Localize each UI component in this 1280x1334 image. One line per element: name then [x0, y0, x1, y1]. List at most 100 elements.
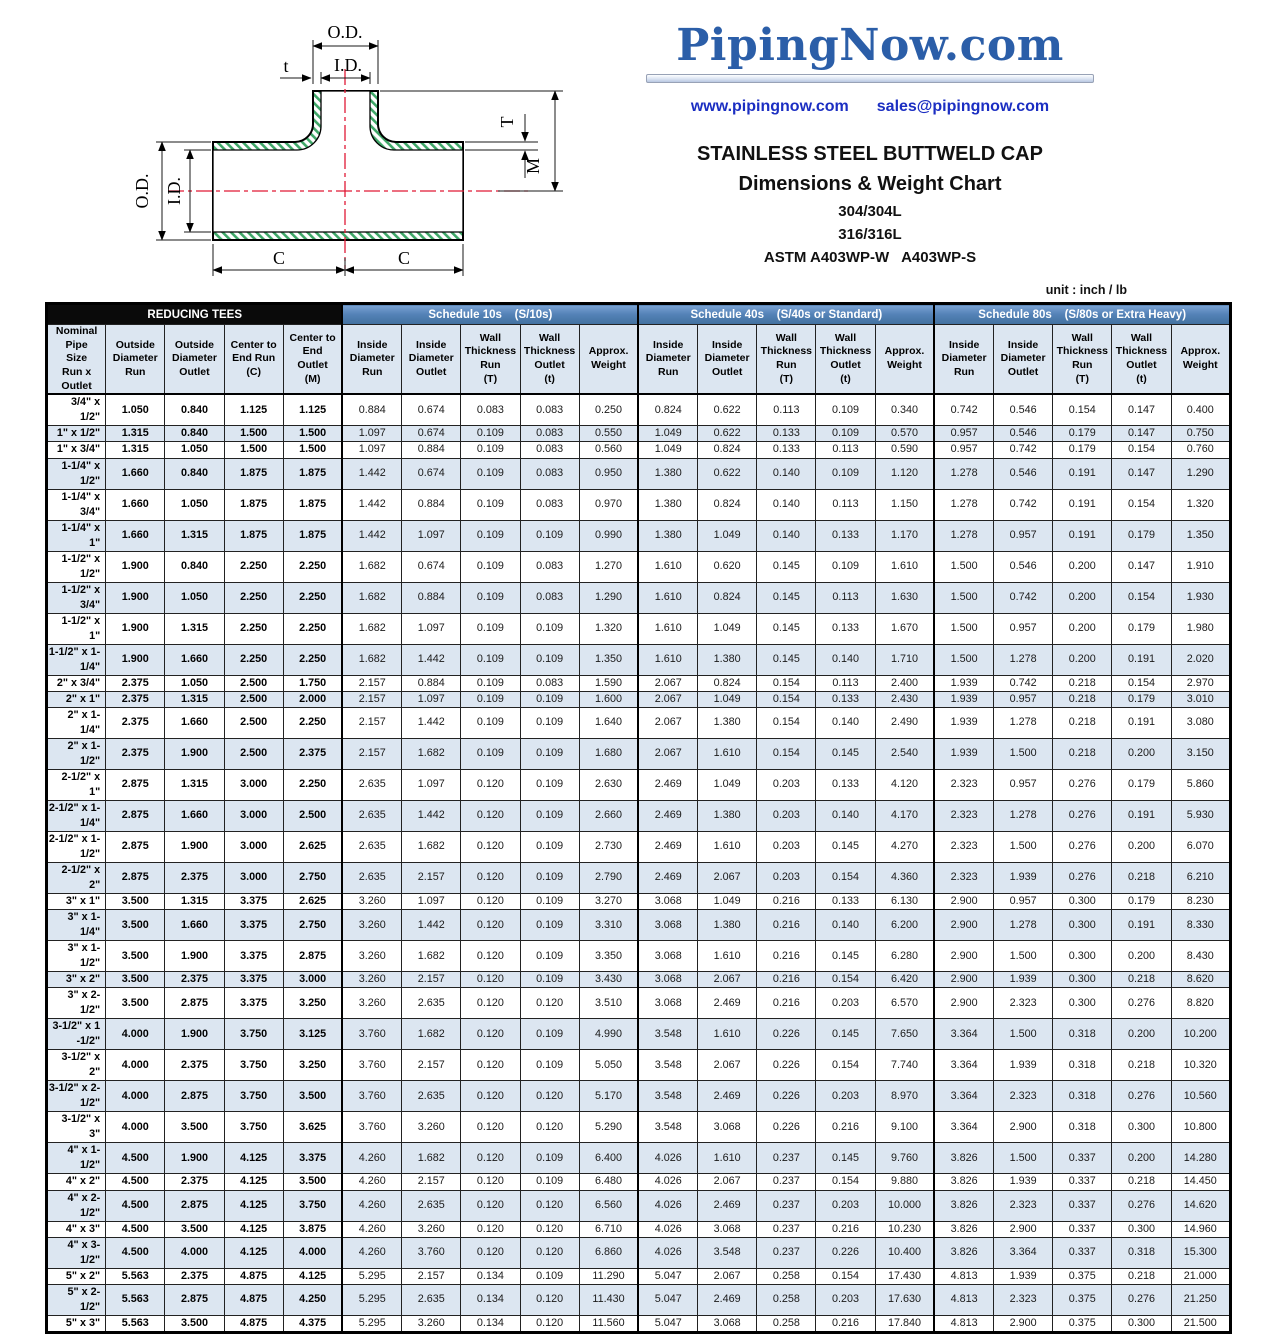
cell-value: 0.109 — [460, 690, 521, 708]
cell-value: 0.120 — [519, 1111, 580, 1144]
cell-value: 0.300 — [1052, 971, 1113, 989]
cell-value: 0.218 — [1052, 674, 1113, 692]
cell-value: 10.000 — [874, 1189, 935, 1222]
cell-value: 2.900 — [933, 892, 995, 911]
cell-value: 3.364 — [933, 1111, 995, 1144]
cell-value: 0.133 — [815, 892, 876, 911]
column-header-row: Nominal Pipe Size Run x Outlet Outside Di… — [45, 324, 1232, 396]
cell-value: 1.380 — [697, 706, 758, 739]
dimensions-table: REDUCING TEES Schedule 10s (S/10s) Schedul… — [45, 302, 1232, 1334]
cell-value: 0.154 — [1111, 581, 1172, 614]
cell-value: 0.083 — [519, 425, 580, 443]
cell-value: 5.930 — [1170, 799, 1232, 832]
cell-value: 0.375 — [1052, 1267, 1113, 1285]
cell-value: 4.875 — [223, 1283, 284, 1316]
group-header-row: REDUCING TEES Schedule 10s (S/10s) Schedul… — [46, 303, 1232, 325]
cell-value: 1.442 — [341, 488, 403, 521]
cell-value: 2.067 — [637, 690, 699, 708]
cell-value: 0.237 — [756, 1142, 817, 1175]
cell-value: 0.191 — [1052, 519, 1113, 552]
cell-value: 4.125 — [223, 1142, 284, 1175]
table-row: 1" x 3/4" 1.315 1.050 1.500 1.500 1.097 0.884 0… — [45, 441, 1232, 459]
table-row: 2" x 1-1/2" 2.375 1.900 2.500 2.375 2.157 1.68… — [45, 737, 1232, 770]
cell-value: 2.067 — [697, 861, 758, 894]
cell-value: 0.218 — [1111, 1267, 1172, 1285]
email-link[interactable]: sales@pipingnow.com — [876, 98, 1050, 116]
cell-value: 0.147 — [1111, 550, 1172, 583]
cell-value: 0.750 — [1170, 425, 1232, 443]
cell-value: 1.380 — [637, 457, 699, 490]
cell-value: 1.610 — [697, 940, 758, 973]
table-row: 3" x 2" 3.500 2.375 3.375 3.000 3.260 2.157 0.1… — [45, 971, 1232, 989]
cell-value: 2.157 — [341, 690, 403, 708]
cell-value: 3.068 — [637, 909, 699, 942]
cell-value: 1.682 — [401, 940, 462, 973]
cell-value: 0.300 — [1111, 1220, 1172, 1238]
cell-value: 0.300 — [1111, 1314, 1172, 1333]
cell-value: 0.145 — [815, 1018, 876, 1051]
cell-value: 3.000 — [282, 971, 343, 989]
cell-value: 0.191 — [1111, 799, 1172, 832]
cell-value: 2.469 — [637, 799, 699, 832]
cell-value: 1.500 — [933, 550, 995, 583]
cell-value: 0.154 — [815, 861, 876, 894]
cell-value: 2.635 — [341, 861, 403, 894]
cell-value: 1.939 — [992, 1267, 1054, 1285]
cell-value: 0.120 — [519, 1189, 580, 1222]
cell-value: 0.742 — [992, 581, 1054, 614]
group-header: Schedule 40s (S/40s or Standard) — [637, 303, 935, 325]
cell-value: 3.760 — [341, 1049, 403, 1082]
page: { "branding": { "logo_text": "PipingNow.… — [45, 21, 1232, 1334]
website-link[interactable]: www.pipingnow.com — [690, 98, 849, 116]
cell-value: 4.026 — [637, 1189, 699, 1222]
cell-value: 2.157 — [401, 861, 462, 894]
cell-value: 3.548 — [697, 1236, 758, 1269]
cell-value: 0.109 — [519, 971, 580, 989]
cell-value: 3.000 — [223, 830, 284, 863]
column-header: Wall Thickness Run (T) — [1052, 324, 1113, 396]
cell-value: 1.610 — [697, 1018, 758, 1051]
cell-value: 2.375 — [164, 971, 225, 989]
cell-value: 0.250 — [578, 393, 639, 427]
cell-value: 1.120 — [874, 457, 935, 490]
cell-value: 4.813 — [933, 1314, 995, 1333]
cell-value: 0.109 — [460, 674, 521, 692]
cell-value: 0.200 — [1052, 550, 1113, 583]
unit-note: unit : inch / lb — [1045, 283, 1127, 297]
cell-value: 0.145 — [756, 550, 817, 583]
table-row: 1-1/4" x 1" 1.660 1.315 1.875 1.875 1.442 1.09… — [45, 519, 1232, 552]
cell-value: 3.500 — [105, 987, 166, 1020]
cell-value: 1.050 — [164, 581, 225, 614]
cell-value: 4.500 — [105, 1236, 166, 1269]
table-row: 4" x 3-1/2" 4.500 4.000 4.125 4.000 4.260 3.76… — [45, 1236, 1232, 1269]
cell-value: 0.957 — [992, 612, 1054, 645]
cell-value: 0.990 — [578, 519, 639, 552]
cell-value: 1.900 — [164, 830, 225, 863]
cell-value: 0.840 — [164, 457, 225, 490]
cell-value: 2.900 — [933, 940, 995, 973]
cell-value: 10.200 — [1170, 1018, 1232, 1051]
cell-value: 0.200 — [1052, 643, 1113, 676]
cell-value: 4.260 — [341, 1220, 403, 1238]
table-row: 1-1/2" x 1" 1.900 1.315 2.250 2.250 1.682 1.09… — [45, 612, 1232, 645]
cell-value: 0.340 — [874, 393, 935, 427]
cell-value: 0.203 — [756, 830, 817, 863]
cell-value: 0.622 — [697, 393, 758, 427]
cell-value: 2.250 — [223, 581, 284, 614]
cell-value: 2.500 — [223, 674, 284, 692]
table-row: 3" x 1" 3.500 1.315 3.375 2.625 3.260 1.097 0.1… — [45, 892, 1232, 911]
cell-value: 1.875 — [282, 457, 343, 490]
cell-value: 2.250 — [282, 612, 343, 645]
cell-value: 0.083 — [519, 674, 580, 692]
cell-value: 3.826 — [933, 1173, 995, 1191]
cell-value: 0.622 — [697, 425, 758, 443]
od-top-label: O.D. — [328, 22, 363, 42]
cell-nominal-size: 1-1/2" x 1" — [45, 612, 107, 645]
cell-value: 2.375 — [164, 861, 225, 894]
column-header: Center to End Outlet (M) — [282, 324, 343, 396]
cell-value: 2.323 — [933, 799, 995, 832]
cell-value: 0.203 — [815, 1283, 876, 1316]
cell-value: 1.900 — [105, 581, 166, 614]
cell-value: 0.258 — [756, 1267, 817, 1285]
cell-value: 2.730 — [578, 830, 639, 863]
